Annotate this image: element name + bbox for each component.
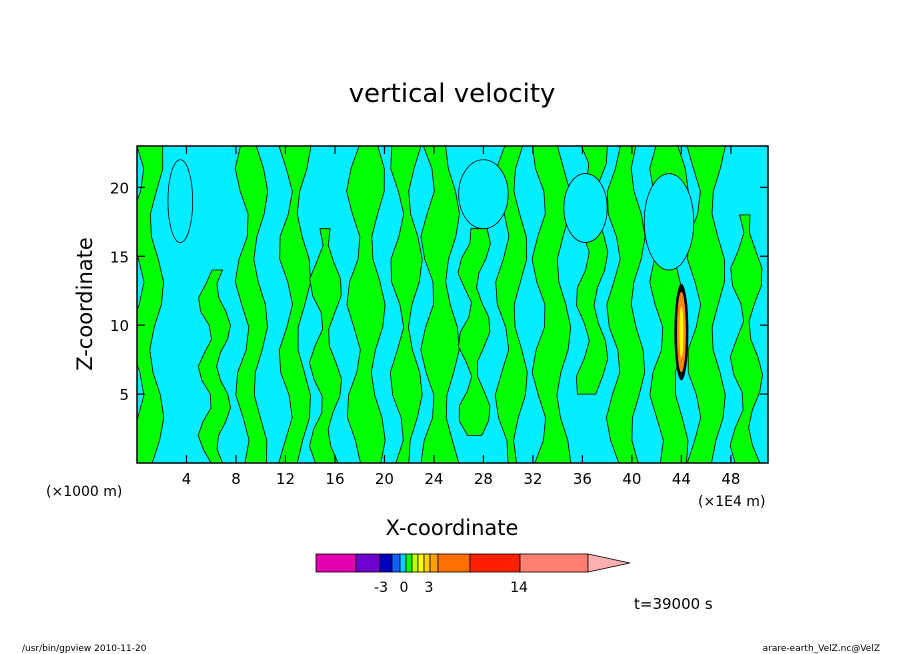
time-label: t=39000 s [634,595,713,613]
y-tick-label: 5 [119,386,129,404]
negative-patch [563,173,608,243]
colorbar-segment [379,553,393,573]
x-tick-label: 20 [375,470,394,488]
colorbar-segment [411,553,419,573]
positive-band [729,214,763,463]
x-unit-left: (×1000 m) [46,484,122,500]
colorbar-segment [405,553,413,573]
colorbar-segment [469,553,521,573]
colorbar-segment [519,553,589,573]
positive-band [494,146,528,463]
positive-band [457,228,491,436]
positive-band [278,146,312,463]
colorbar-segment [315,553,357,573]
colorbar-segment [437,553,471,573]
x-tick-label: 8 [231,470,241,488]
plot-area [137,146,768,463]
positive-band [308,228,343,463]
y-tick-label: 10 [110,317,129,335]
negative-patch [458,159,509,230]
positive-band [420,146,460,463]
x-tick-label: 4 [182,470,192,488]
y-axis-label: Z-coordinate [73,237,97,371]
x-tick-label: 28 [474,470,493,488]
x-tick-label: 24 [424,470,443,488]
colorbar-label: 14 [510,580,528,596]
positive-band [531,146,572,463]
footer-right: arare-earth_VelZ.nc@VelZ [763,644,880,654]
colorbar [315,553,631,573]
x-tick-label: 16 [325,470,344,488]
x-axis: 4 8 12 16 20 24 28 32 36 40 44 48 [182,146,740,488]
colorbar-arrow [587,553,631,573]
x-tick-label: 36 [573,470,592,488]
colorbar-label: 0 [400,580,409,596]
x-tick-label: 32 [523,470,542,488]
colorbar-segment [417,553,425,573]
chart-title: vertical velocity [349,79,556,109]
colorbar-segment [355,553,381,573]
x-tick-label: 12 [276,470,295,488]
positive-band [389,146,423,463]
y-axis: 5 10 15 20 [110,179,768,404]
positive-band [197,269,231,463]
positive-band [234,146,269,463]
positive-band [137,146,165,463]
colorbar-labels: -3 0 3 14 [374,580,528,596]
colorbar-label: 3 [425,580,434,596]
negative-patch [643,173,695,271]
y-tick-label: 20 [110,179,129,197]
y-tick-label: 15 [110,248,129,266]
x-axis-label: X-coordinate [386,516,519,540]
updraft-core-inner [679,305,684,359]
positive-band [686,146,726,463]
positive-band [346,146,386,463]
colorbar-segment [391,553,401,573]
footer-left: /usr/bin/gpview 2010-11-20 [22,644,147,654]
x-unit-right: (×1E4 m) [698,494,765,510]
x-tick-label: 44 [672,470,691,488]
colorbar-segment [399,553,407,573]
x-tick-label: 48 [721,470,740,488]
colorbar-segment [423,553,431,573]
colorbar-segment [429,553,439,573]
x-tick-label: 40 [622,470,641,488]
negative-patch [167,159,194,243]
plot-frame [136,145,769,464]
colorbar-label: -3 [374,580,388,596]
